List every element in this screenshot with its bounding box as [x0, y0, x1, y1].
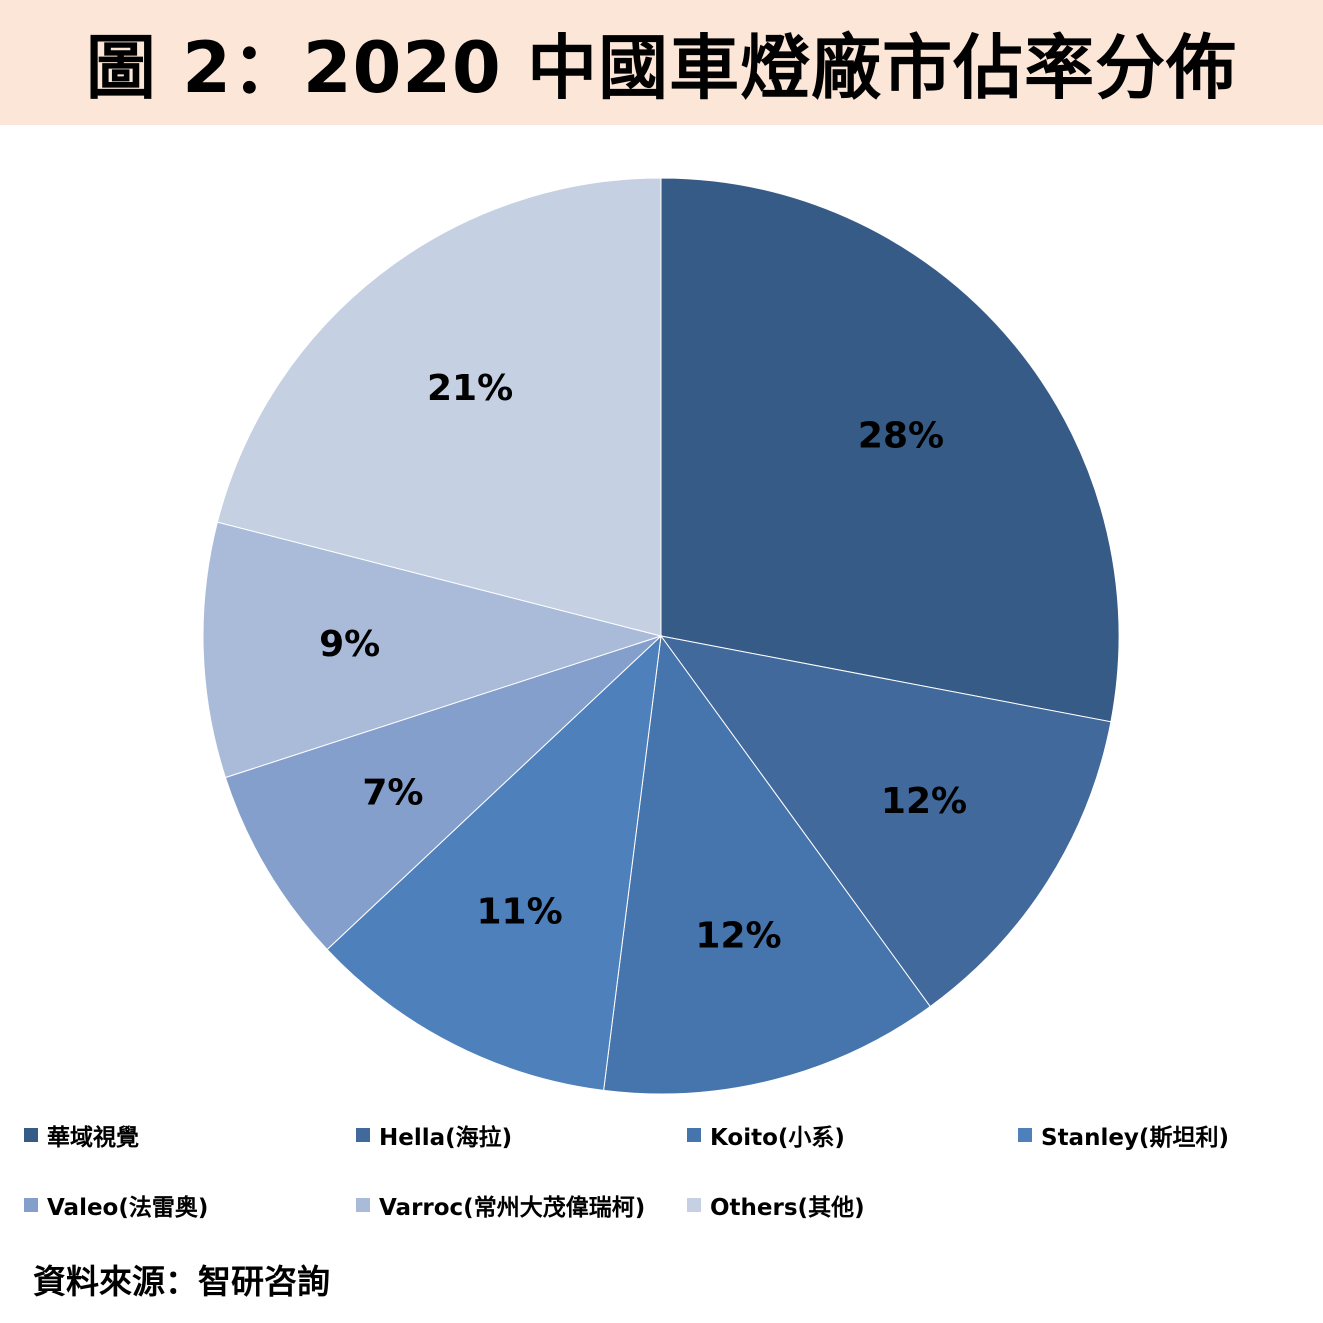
legend-item: Koito(小系) — [687, 1118, 845, 1152]
legend-swatch — [356, 1198, 370, 1212]
title-bar: 圖 2：2020 中國車燈廠市佔率分佈 — [0, 0, 1323, 125]
source-note: 資料來源：智研咨詢 — [33, 1262, 330, 1301]
legend-item: 華域視覺 — [24, 1118, 139, 1152]
legend-swatch — [24, 1198, 38, 1212]
legend-label: Valeo(法雷奥) — [47, 1195, 209, 1221]
legend-label: Others(其他) — [710, 1195, 865, 1221]
pie-chart: 28% 12% 12% 11% 7% 9% 21% — [202, 177, 1120, 1095]
pie-slice — [224, 635, 662, 951]
legend-swatch — [1018, 1128, 1032, 1142]
legend-label: 華域視覺 — [47, 1125, 139, 1151]
slice-data-label: 11% — [477, 892, 563, 933]
legend-item: Valeo(法雷奥) — [24, 1188, 208, 1222]
chart-title: 圖 2：2020 中國車燈廠市佔率分佈 — [85, 27, 1238, 109]
pie-slice — [326, 634, 662, 1091]
slice-data-label: 12% — [881, 781, 967, 822]
legend-label: Koito(小系) — [710, 1125, 845, 1151]
legend-swatch — [356, 1128, 370, 1142]
legend-item: Varroc(常州大茂偉瑞柯) — [356, 1188, 645, 1222]
legend-swatch — [24, 1128, 38, 1142]
pie-slice — [660, 177, 1120, 723]
legend-swatch — [687, 1128, 701, 1142]
pie-slice — [202, 521, 663, 779]
slice-data-label: 28% — [858, 416, 944, 457]
pie-slice — [216, 177, 662, 637]
slice-data-label: 9% — [319, 624, 380, 665]
legend-label: Hella(海拉) — [379, 1125, 513, 1151]
legend-label: Stanley(斯坦利) — [1041, 1125, 1229, 1151]
legend-swatch — [687, 1198, 701, 1212]
slice-data-label: 21% — [427, 368, 513, 409]
legend-label: Varroc(常州大茂偉瑞柯) — [379, 1195, 646, 1221]
slice-data-label: 12% — [695, 916, 781, 957]
legend-item: Others(其他) — [687, 1188, 865, 1222]
pie-slice — [659, 635, 1112, 1008]
pie-slice — [603, 634, 931, 1095]
legend-item: Stanley(斯坦利) — [1018, 1118, 1229, 1152]
slice-data-label: 7% — [362, 773, 423, 814]
legend-item: Hella(海拉) — [356, 1118, 512, 1152]
